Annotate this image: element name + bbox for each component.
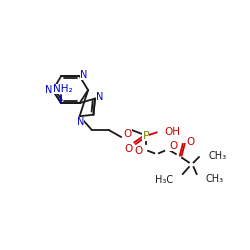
Text: O: O (169, 141, 177, 151)
Text: OH: OH (164, 127, 180, 137)
Text: O: O (125, 144, 133, 154)
Text: N: N (96, 92, 103, 102)
Text: O: O (134, 146, 143, 156)
Text: H₃C: H₃C (155, 175, 173, 185)
Text: O: O (187, 137, 195, 147)
Text: CH₃: CH₃ (206, 174, 224, 184)
Text: N: N (45, 85, 52, 95)
Text: O: O (124, 129, 132, 139)
Text: P: P (142, 131, 149, 141)
Text: N: N (80, 70, 87, 81)
Text: N: N (77, 117, 84, 127)
Text: CH₃: CH₃ (208, 150, 226, 160)
Text: NH₂: NH₂ (53, 84, 72, 94)
